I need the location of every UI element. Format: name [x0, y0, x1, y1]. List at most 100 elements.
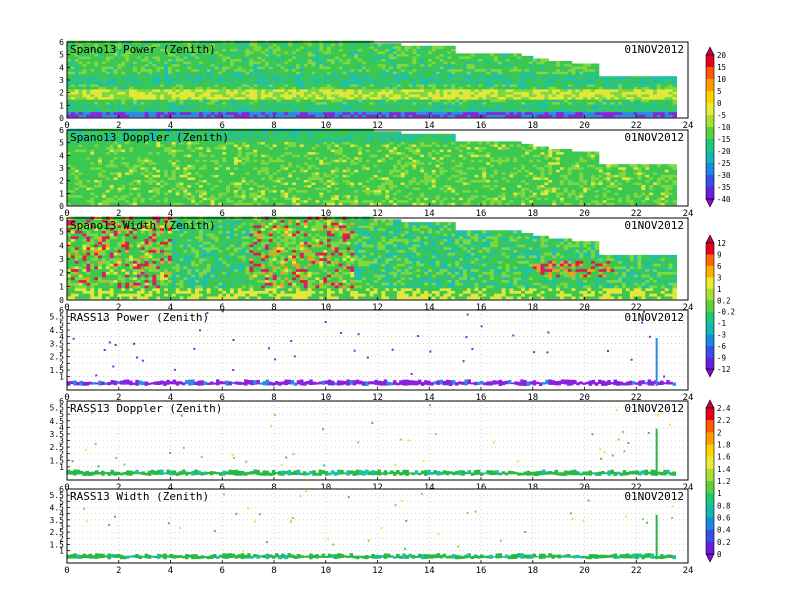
heatmap-cell: [629, 83, 635, 87]
heatmap-cell: [148, 109, 153, 113]
heatmap-cell: [660, 104, 666, 108]
heatmap-cell: [253, 48, 258, 52]
heatmap-cell: [548, 61, 553, 65]
heatmap-cell: [571, 101, 577, 105]
heatmap-cell: [183, 106, 188, 110]
heatmap-cell: [579, 73, 584, 77]
heatmap-cell: [338, 66, 344, 70]
heatmap-cell: [70, 86, 76, 90]
heatmap-cell: [459, 78, 464, 82]
heatmap-cell: [319, 63, 324, 67]
heatmap-cell: [470, 63, 476, 67]
heatmap-cell: [416, 109, 421, 113]
heatmap-cell: [319, 78, 324, 82]
heatmap-cell: [552, 63, 557, 67]
heatmap-cell: [505, 88, 511, 92]
heatmap-cell: [451, 111, 456, 115]
heatmap-cell: [373, 63, 379, 67]
heatmap-cell: [513, 88, 518, 92]
heatmap-cell: [245, 61, 250, 65]
heatmap-cell: [540, 96, 545, 100]
heatmap-cell: [633, 86, 639, 90]
heatmap-cell: [583, 91, 588, 95]
heatmap-cell: [381, 83, 386, 87]
heatmap-cell: [78, 169, 84, 173]
heatmap-cell: [113, 104, 119, 108]
heatmap-cell: [105, 171, 111, 175]
heatmap-cell: [210, 109, 216, 113]
heatmap-cell: [74, 96, 80, 100]
heatmap-cell: [625, 88, 631, 92]
heatmap-cell: [296, 66, 301, 70]
heatmap-cell: [276, 73, 282, 77]
heatmap-cell: [171, 63, 177, 67]
heatmap-cell: [195, 68, 200, 72]
heatmap-cell: [105, 131, 111, 135]
heatmap-cell: [276, 83, 282, 87]
heatmap-cell: [362, 99, 367, 103]
heatmap-cell: [466, 106, 472, 110]
heatmap-cell: [501, 55, 507, 59]
heatmap-cell: [358, 78, 363, 82]
heatmap-cell: [101, 146, 107, 150]
heatmap-cell: [323, 71, 328, 75]
heatmap-cell: [474, 68, 479, 72]
heatmap-cell: [199, 58, 204, 62]
heatmap-cell: [268, 61, 274, 65]
heatmap-cell: [431, 104, 437, 108]
heatmap-cell: [470, 68, 476, 72]
heatmap-cell: [156, 83, 161, 87]
heatmap-cell: [389, 106, 394, 110]
heatmap-cell: [179, 81, 185, 85]
heatmap-cell: [98, 83, 103, 87]
heatmap-cell: [160, 114, 165, 118]
heatmap-cell: [540, 114, 545, 118]
heatmap-cell: [303, 63, 309, 67]
heatmap-cell: [552, 96, 557, 100]
heatmap-cell: [385, 73, 390, 77]
heatmap-cell: [303, 106, 309, 110]
heatmap-cell: [525, 99, 530, 103]
heatmap-cell: [404, 73, 410, 77]
heatmap-cell: [579, 68, 584, 72]
heatmap-cell: [327, 76, 332, 80]
heatmap-cell: [90, 133, 95, 137]
heatmap-cell: [517, 71, 522, 75]
heatmap-cell: [144, 66, 150, 70]
heatmap-cell: [583, 93, 588, 97]
heatmap-cell: [101, 45, 107, 49]
heatmap-cell: [656, 111, 662, 115]
heatmap-cell: [78, 184, 84, 188]
heatmap-cell: [296, 58, 301, 62]
heatmap-cell: [187, 55, 192, 59]
heatmap-cell: [86, 176, 91, 180]
heatmap-cell: [381, 53, 386, 57]
heatmap-cell: [528, 86, 534, 90]
heatmap-cell: [583, 81, 588, 85]
heatmap-cell: [74, 184, 80, 188]
heatmap-cell: [614, 86, 619, 90]
heatmap-cell: [156, 58, 161, 62]
heatmap-cell: [113, 81, 119, 85]
heatmap-cell: [86, 189, 91, 193]
heatmap-cell: [373, 66, 379, 70]
heatmap-cell: [668, 76, 674, 80]
heatmap-cell: [288, 101, 293, 105]
heatmap-cell: [400, 99, 406, 103]
heatmap-cell: [206, 83, 212, 87]
heatmap-cell: [369, 91, 375, 95]
heatmap-cell: [431, 68, 437, 72]
heatmap-cell: [276, 53, 282, 57]
heatmap-cell: [513, 101, 518, 105]
heatmap-cell: [412, 81, 417, 85]
heatmap-cell: [276, 61, 282, 65]
heatmap-cell: [389, 68, 394, 72]
heatmap-cell: [478, 78, 483, 82]
heatmap-cell: [101, 63, 107, 67]
heatmap-cell: [567, 66, 573, 70]
heatmap-cell: [408, 83, 414, 87]
heatmap-cell: [556, 81, 561, 85]
heatmap-cell: [416, 71, 421, 75]
heatmap-cell: [187, 68, 192, 72]
heatmap-cell: [264, 63, 270, 67]
